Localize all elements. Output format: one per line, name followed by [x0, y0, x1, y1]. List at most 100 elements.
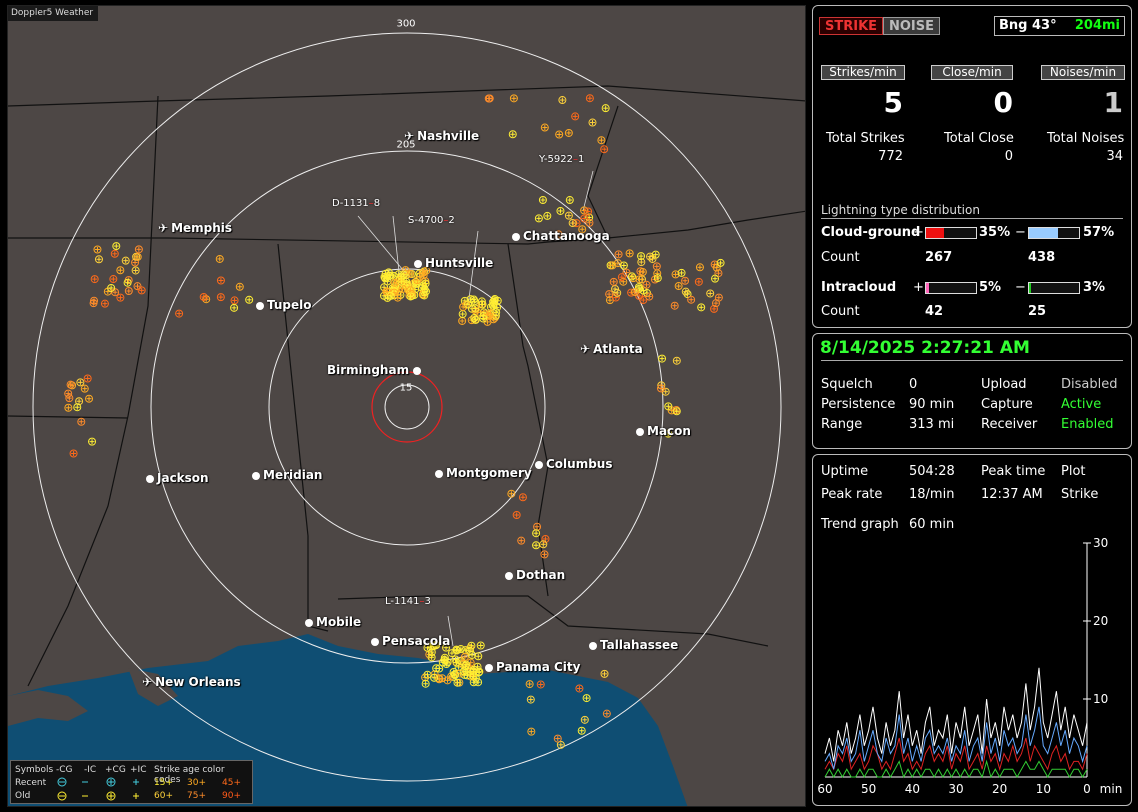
trend-x-tick-label: 10 [1036, 782, 1051, 796]
city-mobile[interactable]: Mobile [305, 615, 361, 629]
cg-positive-bar [925, 227, 977, 239]
storm-track-label[interactable]: L-1141–3 [385, 596, 431, 607]
trend-x-tick-label: 50 [861, 782, 876, 796]
city-macon[interactable]: Macon [636, 424, 691, 438]
city-panama-city[interactable]: Panama City [485, 660, 580, 674]
noise-indicator[interactable]: NOISE [883, 17, 941, 35]
city-name: Tallahassee [600, 638, 679, 652]
close-range-ring [371, 371, 443, 443]
distribution-title: Lightning type distribution [821, 203, 980, 217]
city-new-orleans[interactable]: ✈ New Orleans [142, 675, 241, 689]
lightning-map[interactable]: Doppler5 Weather 300 205 15 ✈ Nashville ✈ M… [7, 5, 806, 807]
city-name: Panama City [496, 660, 581, 674]
track-separator: – [368, 198, 374, 209]
city-name: Jackson [157, 471, 209, 485]
cg-count-label: Count [821, 250, 860, 265]
city-dot-icon [252, 472, 260, 480]
symbol-legend: Symbols -CG -IC +CG +IC Strike age color… [10, 760, 253, 804]
city-memphis[interactable]: ✈ Memphis [158, 221, 232, 235]
city-nashville[interactable]: ✈ Nashville [404, 129, 479, 143]
trend-graph-value: 60 min [909, 517, 955, 532]
ic-negative-percent: 3% [1083, 280, 1106, 295]
trend-series-line-2 [824, 706, 1088, 770]
city-name: New Orleans [155, 675, 241, 689]
city-dothan[interactable]: Dothan [505, 568, 565, 582]
city-dot-icon [636, 428, 644, 436]
ic-count-label: Count [821, 304, 860, 319]
legend-symbol-icons [57, 777, 139, 801]
track-count: 8 [373, 198, 381, 209]
trend-graph: 30 20 10 60 50 40 30 20 10 0 min [817, 536, 1122, 796]
city-name: Columbus [546, 457, 613, 471]
squelch-value: 0 [909, 377, 918, 392]
trend-series-line-3 [824, 759, 1088, 779]
city-meridian[interactable]: Meridian [252, 468, 322, 482]
airport-icon: ✈ [142, 675, 153, 689]
city-tupelo[interactable]: Tupelo [256, 298, 312, 312]
strike-indicator[interactable]: STRIKE [819, 17, 884, 35]
city-name: Pensacola [382, 634, 451, 648]
ic-positive-percent: 5% [979, 280, 1002, 295]
city-name: Birmingham [327, 363, 410, 377]
city-name: Montgomery [446, 466, 532, 480]
persistence-value: 90 min [909, 397, 955, 412]
city-name: Meridian [263, 468, 323, 482]
city-dot-icon [485, 664, 493, 672]
ring-label-205: 205 [396, 139, 416, 151]
legend-header-pos-cg: +CG [105, 765, 126, 775]
total-close-value: 0 [1004, 149, 1013, 164]
legend-header-neg-cg: -CG [56, 765, 73, 775]
track-separator: – [443, 215, 449, 226]
settings-panel: 8/14/2025 2:27:21 AM Squelch 0 Upload Di… [812, 333, 1132, 449]
cg-minus-sign: − [1015, 225, 1026, 240]
plot-value[interactable]: Strike [1061, 487, 1099, 502]
map-canvas [8, 32, 805, 806]
legend-row-old: Old [15, 791, 31, 801]
city-dot-icon [413, 367, 422, 375]
track-id: L-1141 [385, 596, 420, 607]
strikes-per-min-value: 5 [883, 86, 903, 119]
trend-y-tick-label: 30 [1093, 536, 1108, 550]
total-close-label: Total Close [944, 131, 1014, 146]
city-montgomery[interactable]: Montgomery [435, 466, 532, 480]
storm-track-label[interactable]: Y-5922–1 [539, 154, 584, 165]
cg-positive-count: 267 [925, 250, 953, 265]
city-columbus[interactable]: Columbus [535, 457, 613, 471]
total-strikes-label: Total Strikes [826, 131, 905, 146]
city-jackson[interactable]: Jackson [146, 471, 209, 485]
city-birmingham[interactable]: Birmingham [327, 363, 424, 377]
capture-label: Capture [981, 397, 1033, 412]
cg-positive-fill [926, 228, 944, 238]
total-noises-value: 34 [1106, 149, 1123, 164]
city-name: Chattanooga [523, 229, 610, 243]
capture-value: Active [1061, 397, 1102, 412]
range-label: Range [821, 417, 863, 432]
legend-age-45: 45+ [222, 778, 241, 788]
trend-graph-label: Trend graph [821, 517, 899, 532]
city-dot-icon [589, 642, 597, 650]
noises-per-min-header[interactable]: Noises/min [1041, 65, 1125, 80]
distance-value: 204mi [1074, 18, 1120, 33]
ic-plus-sign: + [913, 280, 924, 295]
track-id: D-1131 [332, 198, 369, 209]
city-name: Nashville [417, 129, 480, 143]
city-chattanooga[interactable]: Chattanooga [512, 229, 610, 243]
strikes-per-min-header[interactable]: Strikes/min [821, 65, 905, 80]
peak-time-label: Peak time [981, 464, 1046, 479]
ic-positive-bar [925, 282, 977, 294]
storm-track-label[interactable]: D-1131–8 [332, 198, 380, 209]
city-dot-icon [305, 619, 313, 627]
city-name: Tupelo [267, 298, 312, 312]
city-atlanta[interactable]: ✈ Atlanta [580, 342, 643, 356]
city-tallahassee[interactable]: Tallahassee [589, 638, 678, 652]
state-borders [8, 85, 805, 687]
city-dot-icon [505, 572, 513, 580]
app-title: Doppler5 Weather [8, 6, 99, 21]
city-pensacola[interactable]: Pensacola [371, 634, 450, 648]
ring-label-15: 15 [399, 382, 413, 394]
close-per-min-header[interactable]: Close/min [931, 65, 1013, 80]
upload-label: Upload [981, 377, 1027, 392]
storm-track-label[interactable]: S-4700–2 [408, 215, 455, 226]
city-huntsville[interactable]: Huntsville [414, 256, 493, 270]
intracloud-label: Intracloud [821, 280, 897, 295]
